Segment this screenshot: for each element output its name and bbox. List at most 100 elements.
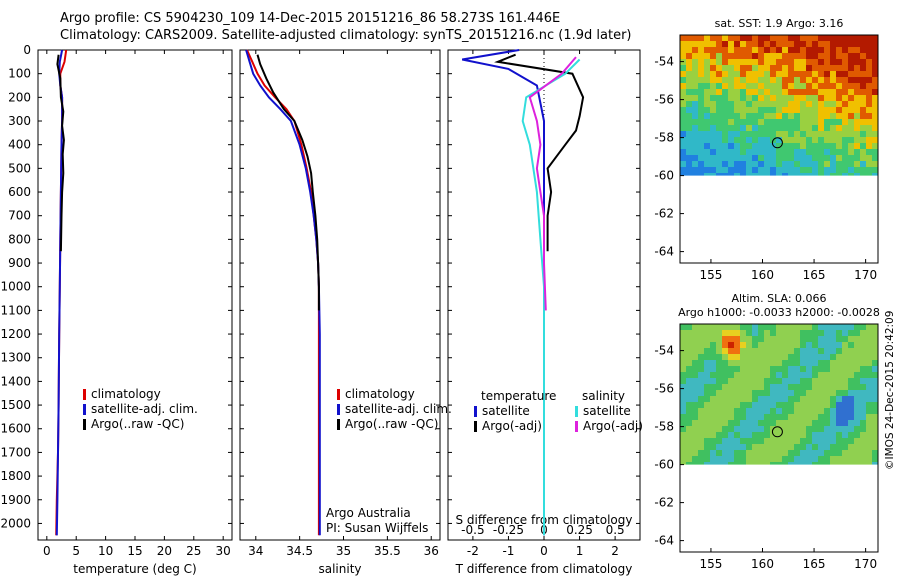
map-cell xyxy=(758,354,764,360)
map-cell xyxy=(830,444,836,450)
map-cell xyxy=(800,330,806,336)
map-cell xyxy=(806,456,812,462)
map-cell xyxy=(794,143,800,149)
map-cell xyxy=(782,438,788,444)
map-cell xyxy=(830,83,836,89)
map-cell xyxy=(782,354,788,360)
map-cell xyxy=(776,414,782,420)
map-cell xyxy=(752,438,758,444)
map-cell xyxy=(866,173,872,176)
map-cell xyxy=(848,41,854,47)
map-cell xyxy=(872,35,878,41)
map-cell xyxy=(734,137,740,143)
map-cell xyxy=(746,426,752,432)
map-cell xyxy=(788,432,794,438)
map-cell xyxy=(842,342,848,348)
map-cell xyxy=(782,161,788,167)
map-cell xyxy=(806,432,812,438)
map-cell xyxy=(806,462,812,465)
map-cell xyxy=(692,167,698,173)
map-cell xyxy=(842,113,848,119)
map-cell xyxy=(710,426,716,432)
map-cell xyxy=(866,378,872,384)
map-cell xyxy=(818,71,824,77)
map-cell xyxy=(842,35,848,41)
map-cell xyxy=(734,149,740,155)
map-cell xyxy=(788,456,794,462)
map-cell xyxy=(710,71,716,77)
map-cell xyxy=(704,378,710,384)
map-cell xyxy=(722,372,728,378)
map-cell xyxy=(770,149,776,155)
map-cell xyxy=(824,426,830,432)
map-cell xyxy=(824,53,830,59)
map-cell xyxy=(860,432,866,438)
map-cell xyxy=(722,53,728,59)
map-cell xyxy=(866,360,872,366)
map-cell xyxy=(824,414,830,420)
map-cell xyxy=(866,354,872,360)
map-cell xyxy=(830,35,836,41)
map-cell xyxy=(758,324,764,330)
map-cell xyxy=(806,450,812,456)
map-cell xyxy=(794,438,800,444)
map-cell xyxy=(752,408,758,414)
map-cell xyxy=(770,161,776,167)
map-cell xyxy=(722,384,728,390)
map-cell xyxy=(800,438,806,444)
map-cell xyxy=(764,113,770,119)
map-cell xyxy=(812,420,818,426)
depth-tick-label: 1200 xyxy=(0,327,31,341)
map-cell xyxy=(800,450,806,456)
map-cell xyxy=(872,65,878,71)
map-cell xyxy=(698,167,704,173)
map-cell xyxy=(818,101,824,107)
map-cell xyxy=(824,89,830,95)
map-cell xyxy=(722,47,728,53)
map-cell xyxy=(806,390,812,396)
map-cell xyxy=(734,432,740,438)
map-cell xyxy=(686,336,692,342)
map-cell xyxy=(686,450,692,456)
map-cell xyxy=(872,360,878,366)
map-cell xyxy=(812,402,818,408)
map-cell xyxy=(740,47,746,53)
map-cell xyxy=(860,414,866,420)
map-cell xyxy=(866,89,872,95)
map-cell xyxy=(758,131,764,137)
map-cell xyxy=(758,414,764,420)
map-cell xyxy=(854,77,860,83)
map-cell xyxy=(830,456,836,462)
map-cell xyxy=(788,372,794,378)
map-cell xyxy=(824,420,830,426)
map-cell xyxy=(722,131,728,137)
map-cell xyxy=(686,95,692,101)
map-cell xyxy=(680,396,686,402)
map-cell xyxy=(740,71,746,77)
map-cell xyxy=(716,330,722,336)
map-cell xyxy=(794,155,800,161)
map-cell xyxy=(698,107,704,113)
map-cell xyxy=(734,59,740,65)
map-cell xyxy=(758,35,764,41)
map-cell xyxy=(710,101,716,107)
map-cell xyxy=(854,95,860,101)
map-cell xyxy=(782,83,788,89)
map-cell xyxy=(860,408,866,414)
map-cell xyxy=(824,71,830,77)
panel-annotation: Argo Australia xyxy=(326,506,411,520)
map-cell xyxy=(818,107,824,113)
map-cell xyxy=(734,161,740,167)
map-cell xyxy=(818,420,824,426)
map-cell xyxy=(794,71,800,77)
map-cell xyxy=(782,330,788,336)
map-cell xyxy=(788,324,794,330)
map-cell xyxy=(854,420,860,426)
map-cell xyxy=(872,107,878,113)
map-cell xyxy=(734,53,740,59)
map-cell xyxy=(872,113,878,119)
x-tick-label: 34.5 xyxy=(286,544,313,558)
map-cell xyxy=(818,125,824,131)
map-cell xyxy=(866,324,872,330)
map-cell xyxy=(698,402,704,408)
